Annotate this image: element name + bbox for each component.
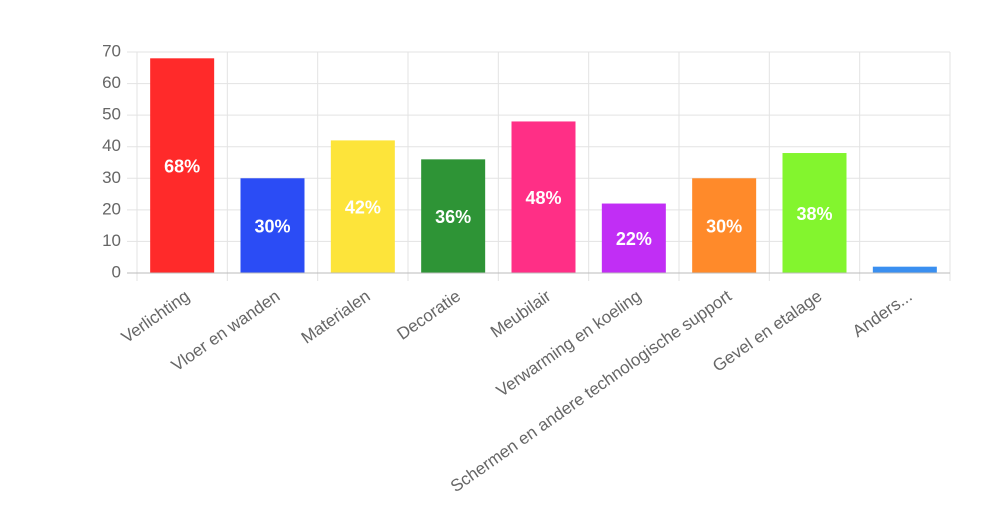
value-label: 42% xyxy=(345,197,381,217)
bar xyxy=(240,178,305,273)
x-tick-label: Materialen xyxy=(298,286,374,347)
y-tick-label: 50 xyxy=(102,105,121,124)
x-tick-label: Decoratie xyxy=(394,286,465,343)
value-label: 30% xyxy=(254,216,290,236)
y-tick-label: 10 xyxy=(102,231,121,250)
x-tick-label: Verwarming en koeling xyxy=(493,286,645,400)
y-tick-label: 30 xyxy=(102,168,121,187)
value-label: 22% xyxy=(616,229,652,249)
y-tick-label: 60 xyxy=(102,73,121,92)
x-tick-label: Verlichting xyxy=(118,286,193,347)
bar xyxy=(511,121,576,273)
bar xyxy=(150,58,215,273)
y-tick-label: 20 xyxy=(102,199,121,218)
value-label: 38% xyxy=(796,204,832,224)
value-label: 68% xyxy=(164,156,200,176)
value-label: 48% xyxy=(525,188,561,208)
y-tick-label: 70 xyxy=(102,41,121,60)
bar xyxy=(692,178,757,273)
bar xyxy=(330,140,395,273)
bar xyxy=(421,159,486,273)
value-label: 36% xyxy=(435,207,471,227)
bar xyxy=(601,203,666,273)
x-tick-label: Anders... xyxy=(849,286,916,341)
value-label: 30% xyxy=(706,216,742,236)
y-tick-label: 0 xyxy=(112,262,121,281)
bar xyxy=(782,153,847,273)
bar xyxy=(872,266,937,273)
y-tick-label: 40 xyxy=(102,136,121,155)
x-tick-label: Meubilair xyxy=(487,286,555,341)
